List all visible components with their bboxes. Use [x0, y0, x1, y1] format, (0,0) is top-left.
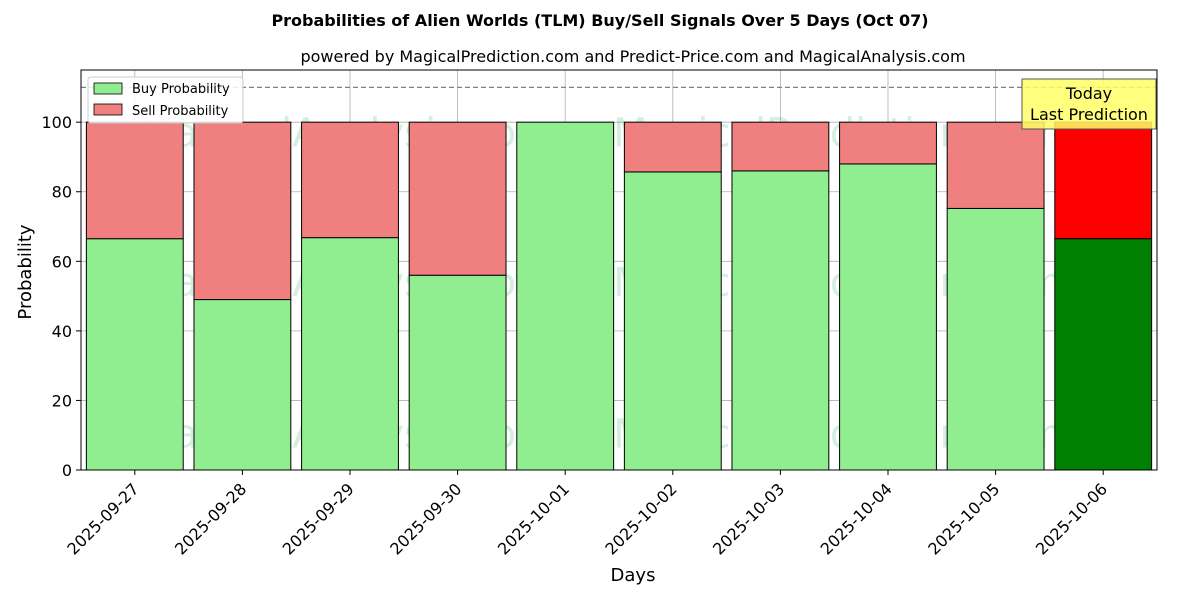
bar-buy [946, 207, 1045, 471]
y-axis-label: Probability [15, 224, 36, 319]
bar-buy [516, 121, 615, 471]
bar-sell [301, 121, 399, 239]
bar-sell [623, 121, 722, 173]
bar-sell [193, 121, 292, 301]
legend: Buy Probability Sell Probability [87, 76, 244, 124]
x-tick-label: 2025-09-29 [279, 479, 358, 558]
y-tick-label: 20 [52, 391, 72, 410]
x-tick-label: 2025-10-04 [817, 479, 896, 558]
legend-label-buy: Buy Probability [132, 82, 230, 97]
x-tick-label: 2025-10-06 [1032, 479, 1111, 558]
legend-label-sell: Sell Probability [132, 104, 229, 119]
bar-sell [839, 121, 937, 165]
bar-sell [1054, 121, 1153, 240]
y-tick-label: 60 [52, 252, 72, 271]
x-tick-label: 2025-09-30 [386, 479, 465, 558]
plot-frame [80, 69, 1158, 471]
legend-swatch-sell [93, 103, 123, 116]
bar-buy [839, 163, 937, 471]
annotation-line2: Last Prediction [1030, 105, 1148, 124]
x-axis-label: Days [611, 565, 656, 586]
x-tick-label: 2025-09-27 [63, 479, 142, 558]
annotation-line1: Today [1065, 84, 1112, 103]
chart-subtitle: powered by MagicalPrediction.com and Pre… [300, 47, 965, 66]
legend-box [87, 76, 244, 124]
bars [85, 121, 1153, 471]
bar-sell [408, 121, 507, 276]
x-axis: 2025-09-27 2025-09-28 2025-09-29 2025-09-30… [63, 470, 1111, 559]
bar-buy [623, 171, 722, 471]
x-tick-label: 2025-10-01 [494, 479, 573, 558]
y-axis: 0 20 40 60 80 100 [41, 113, 81, 480]
bar-buy [1054, 238, 1153, 471]
y-tick-label: 80 [52, 183, 72, 202]
annotation-box [1021, 78, 1157, 130]
bar-buy [408, 274, 507, 471]
bar-buy [85, 238, 184, 471]
x-tick-label: 2025-10-05 [924, 479, 1003, 558]
y-tick-label: 100 [41, 113, 72, 132]
today-annotation: Today Last Prediction [1021, 78, 1157, 130]
bar-sell [85, 121, 184, 240]
y-tick-label: 40 [52, 322, 72, 341]
legend-swatch-buy [93, 82, 123, 95]
x-tick-label: 2025-10-03 [709, 479, 788, 558]
x-tick-label: 2025-10-02 [601, 479, 680, 558]
y-tick-label: 0 [62, 461, 72, 480]
bar-sell [731, 121, 830, 172]
bar-buy [301, 237, 399, 471]
bar-buy [731, 170, 830, 471]
x-tick-label: 2025-09-28 [171, 479, 250, 558]
chart-title: Probabilities of Alien Worlds (TLM) Buy/… [271, 11, 928, 30]
bar-sell [946, 121, 1045, 209]
bar-buy [193, 299, 292, 471]
